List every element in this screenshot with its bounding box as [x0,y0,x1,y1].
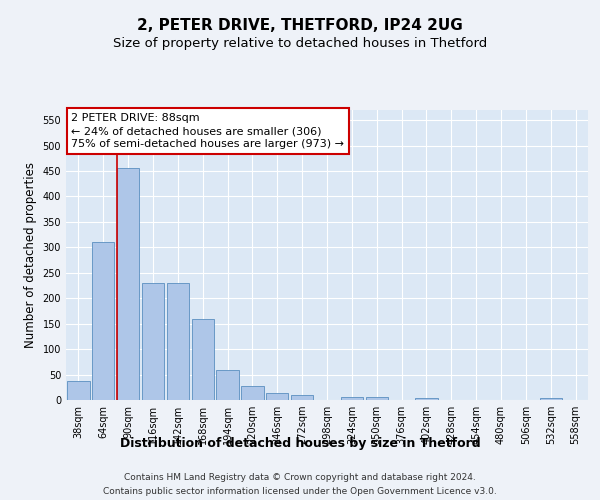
Bar [217,370,239,400]
Bar [142,284,164,400]
Bar [67,380,89,400]
Bar [415,398,437,400]
Bar [191,318,214,400]
Bar [539,398,562,400]
Text: Contains HM Land Registry data © Crown copyright and database right 2024.: Contains HM Land Registry data © Crown c… [124,472,476,482]
Text: Contains public sector information licensed under the Open Government Licence v3: Contains public sector information licen… [103,488,497,496]
Bar [167,284,189,400]
Text: 2, PETER DRIVE, THETFORD, IP24 2UG: 2, PETER DRIVE, THETFORD, IP24 2UG [137,18,463,32]
Bar [241,386,263,400]
Text: Distribution of detached houses by size in Thetford: Distribution of detached houses by size … [119,438,481,450]
Bar [117,168,139,400]
Bar [291,396,313,400]
Text: Size of property relative to detached houses in Thetford: Size of property relative to detached ho… [113,38,487,51]
Text: 2 PETER DRIVE: 88sqm
← 24% of detached houses are smaller (306)
75% of semi-deta: 2 PETER DRIVE: 88sqm ← 24% of detached h… [71,113,344,150]
Bar [92,242,115,400]
Bar [266,394,289,400]
Y-axis label: Number of detached properties: Number of detached properties [24,162,37,348]
Bar [365,398,388,400]
Bar [341,398,363,400]
